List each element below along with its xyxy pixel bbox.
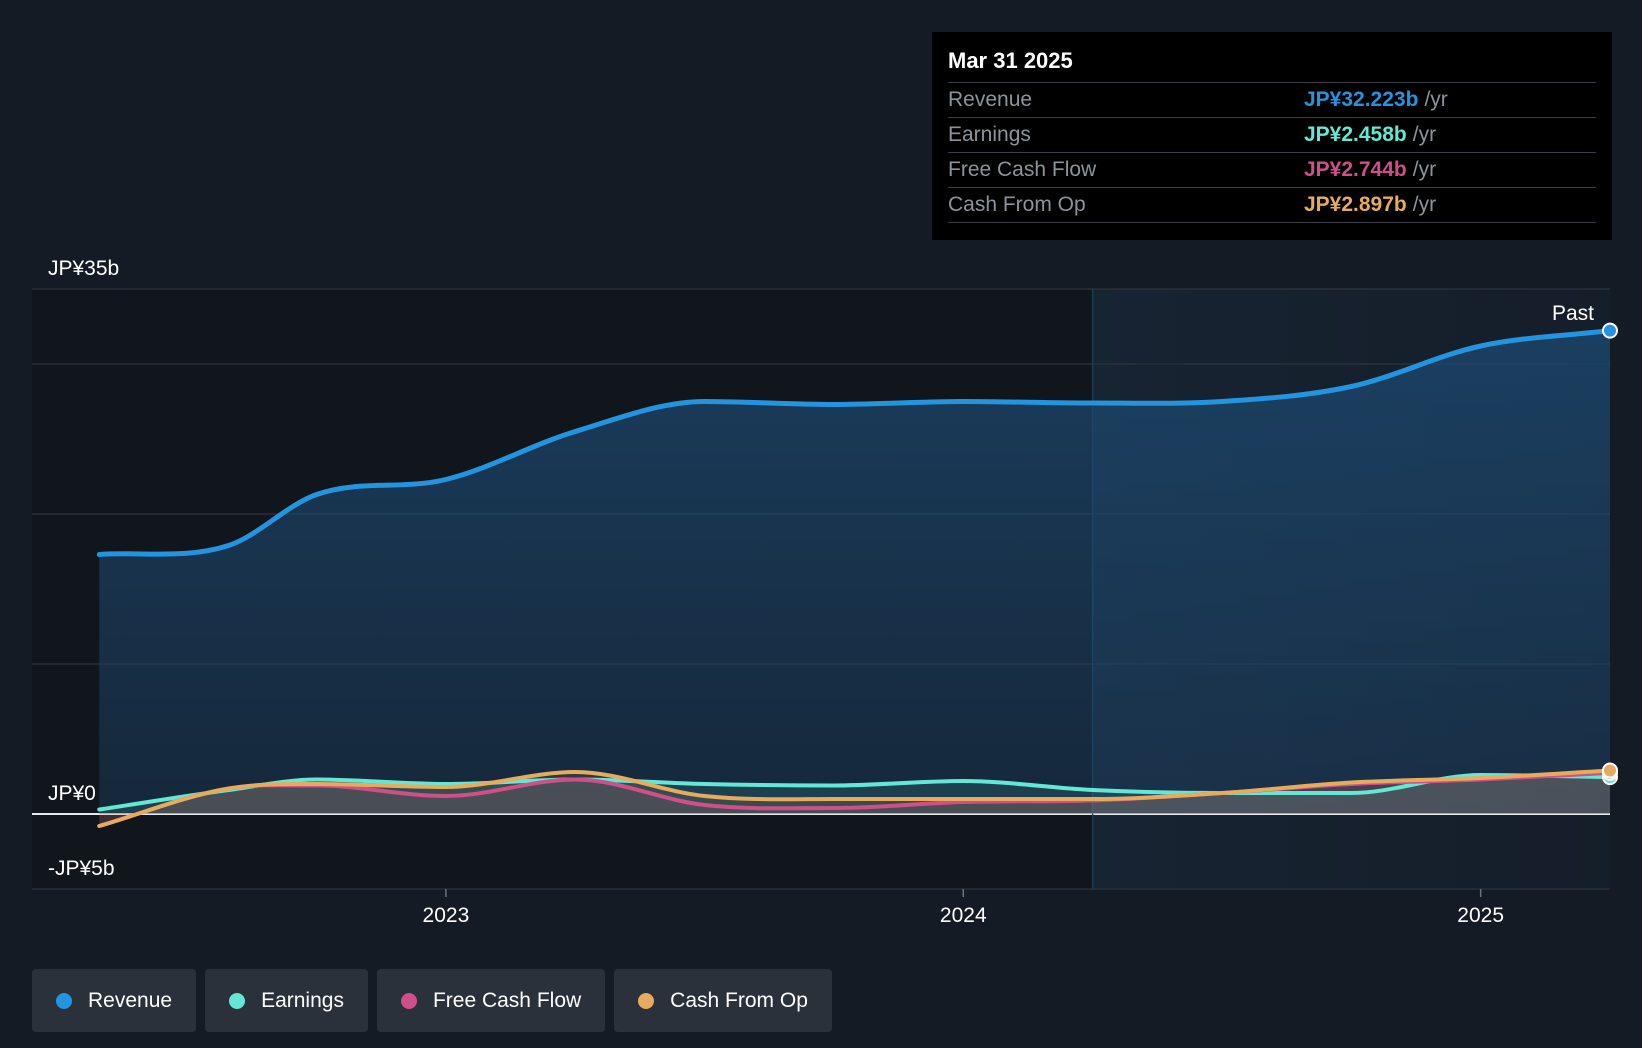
x-tick-label: 2023 [423, 904, 470, 927]
revenue-area [99, 330, 1610, 814]
tooltip-row-earnings: Earnings JP¥2.458b /yr [948, 117, 1596, 152]
tooltip-value: JP¥2.897b [1304, 193, 1407, 216]
legend-dot-icon [229, 992, 246, 1009]
tooltip-value: JP¥2.744b [1304, 158, 1407, 181]
tooltip-label: Free Cash Flow [948, 158, 1097, 181]
tooltip-date: Mar 31 2025 [948, 48, 1073, 73]
legend-dot-icon [56, 992, 72, 1009]
tooltip-value: JP¥2.458b [1304, 123, 1407, 146]
tooltip-label: Cash From Op [948, 193, 1086, 216]
chart-legend: Revenue Earnings Free Cash Flow Cash Fro… [32, 969, 832, 1032]
cash-from-op-line [97, 768, 1612, 828]
tooltip-value: JP¥32.223b [1304, 88, 1419, 111]
free-cash-flow-area [99, 772, 1610, 826]
y-tick-label: -JP¥5b [48, 857, 115, 880]
revenue-line [96, 328, 1613, 557]
legend-label: Cash From Op [670, 988, 808, 1012]
legend-item-free-cash-flow[interactable]: Free Cash Flow [376, 969, 606, 1032]
tooltip-unit: /yr [1424, 88, 1448, 111]
y-tick-label: JP¥0 [48, 782, 96, 805]
legend-label: Earnings [261, 988, 344, 1012]
legend-label: Free Cash Flow [432, 988, 582, 1012]
cash-from-op-area [99, 770, 1610, 826]
legend-dot-icon [400, 992, 417, 1009]
legend-item-cash-from-op[interactable]: Cash From Op [614, 969, 832, 1032]
revenue-end-marker [1602, 322, 1618, 339]
tooltip-unit: /yr [1412, 158, 1437, 181]
earnings-line [97, 773, 1612, 812]
past-label: Past [1552, 302, 1594, 325]
x-tick-label: 2024 [940, 904, 987, 927]
tooltip-unit: /yr [1412, 193, 1437, 216]
legend-item-earnings[interactable]: Earnings [205, 969, 368, 1032]
data-tooltip: Mar 31 2025 Revenue JP¥32.223b /yr Earni… [932, 32, 1612, 240]
cash-from-op-end-marker [1602, 762, 1618, 779]
tooltip-row-free-cash-flow: Free Cash Flow JP¥2.744b /yr [948, 152, 1596, 187]
legend-label: Revenue [88, 988, 173, 1012]
y-tick-label: JP¥35b [48, 257, 119, 280]
tooltip-row-cash-from-op: Cash From Op JP¥2.897b /yr [948, 187, 1596, 223]
tooltip-label: Revenue [948, 88, 1033, 111]
x-tick-label: 2025 [1457, 904, 1504, 927]
tooltip-label: Earnings [948, 123, 1031, 146]
tooltip-row-revenue: Revenue JP¥32.223b /yr [948, 82, 1596, 117]
tooltip-unit: /yr [1412, 123, 1437, 146]
legend-item-revenue[interactable]: Revenue [32, 969, 197, 1032]
legend-dot-icon [638, 992, 655, 1009]
